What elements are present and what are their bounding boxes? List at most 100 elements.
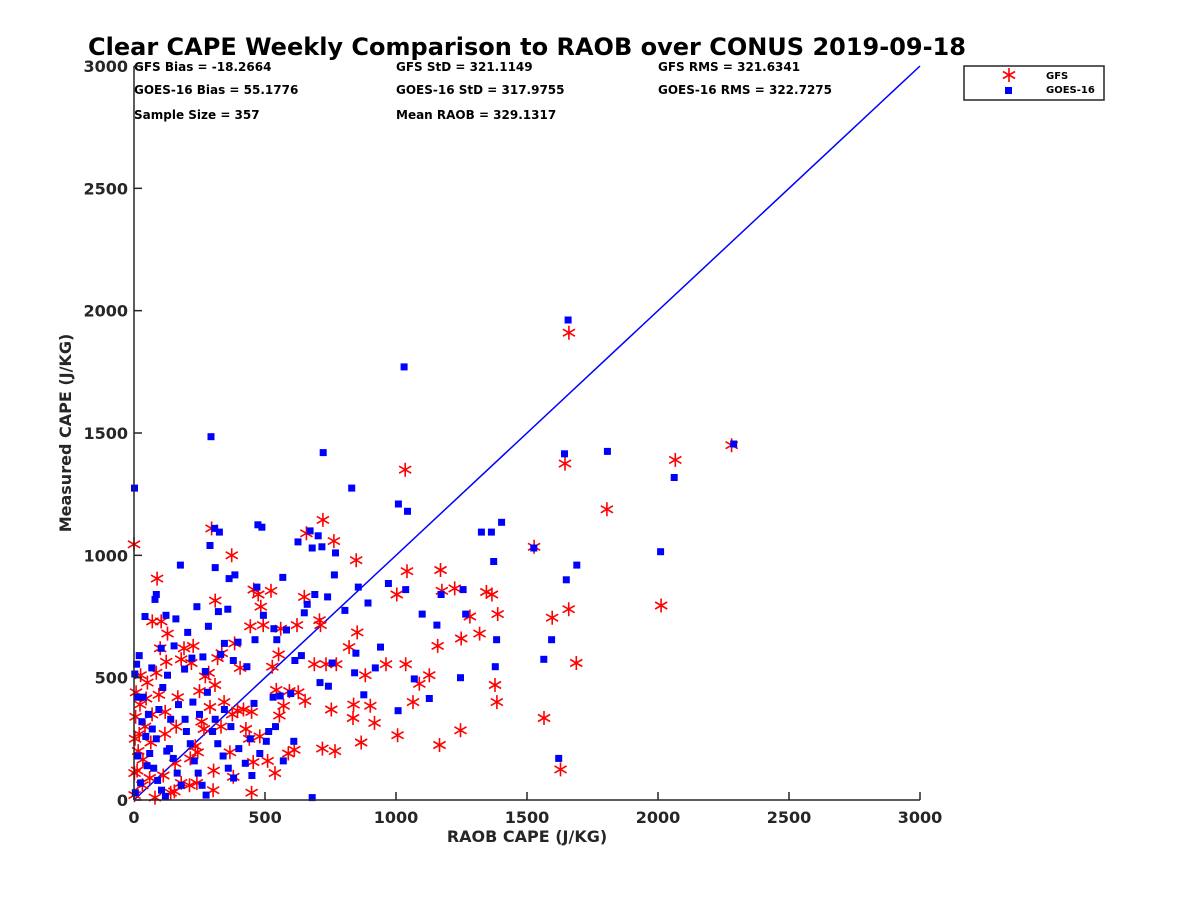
goes16-point [269, 693, 277, 701]
gfs-point [268, 766, 282, 781]
goes16-point [219, 752, 227, 760]
gfs-point [272, 647, 286, 662]
gfs-point [473, 626, 487, 641]
gfs-point [143, 771, 157, 785]
goes16-point [186, 740, 194, 748]
legend-gfs-label: GFS [1046, 71, 1068, 82]
stat-text: GOES-16 StD = 317.9755 [396, 83, 565, 97]
goes16-point [253, 583, 261, 591]
gfs-point [433, 738, 446, 752]
gfs-point [177, 641, 191, 656]
goes16-point [248, 772, 256, 779]
goes16-point [181, 665, 189, 673]
goes16-point [144, 710, 152, 718]
goes16-point [258, 523, 266, 531]
goes16-point [206, 542, 214, 549]
goes16-point [360, 691, 368, 699]
gfs-point [368, 715, 382, 730]
gfs-point [298, 693, 312, 708]
y-tick-label: 0 [117, 791, 128, 810]
goes16-point [250, 699, 258, 707]
x-tick-label: 2500 [767, 808, 812, 827]
goes16-point [230, 774, 238, 782]
goes16-point [246, 735, 254, 743]
goes16-point [730, 440, 738, 448]
gfs-point [668, 452, 682, 467]
goes16-point [154, 776, 162, 784]
gfs-point [169, 719, 183, 734]
goes16-point [348, 484, 356, 492]
goes16-point [137, 779, 145, 787]
x-tick-label: 0 [128, 808, 139, 827]
goes16-point [131, 670, 139, 678]
goes16-point [477, 528, 485, 536]
goes16-point [425, 695, 433, 702]
gfs-point [349, 553, 363, 568]
gfs-point [254, 599, 268, 614]
gfs-point [161, 626, 175, 641]
goes16-point [433, 621, 441, 629]
goes16-point [548, 636, 556, 644]
goes16-point [351, 669, 359, 677]
goes16-point [133, 660, 141, 668]
goes16-point [555, 754, 563, 762]
goes16-point [214, 608, 222, 616]
gfs-point [406, 695, 420, 710]
goes16-point [217, 650, 225, 658]
goes16-point [173, 769, 181, 777]
goes16-point [201, 668, 209, 675]
goes16-point [273, 636, 281, 644]
gfs-point [327, 534, 341, 549]
goes16-point [324, 682, 332, 690]
gfs-point [243, 619, 257, 634]
x-tick-label: 1500 [505, 808, 550, 827]
goes16-point [400, 363, 408, 371]
goes16-point [211, 715, 219, 723]
goes16-point [143, 762, 151, 770]
gfs-point [158, 726, 172, 741]
gfs-point [246, 755, 260, 770]
goes16-point [155, 706, 163, 713]
goes16-point [306, 527, 314, 535]
y-ticks: 0 500 1000 1500 2000 2500 3000 [83, 57, 142, 810]
goes16-point [176, 561, 184, 569]
gfs-point [391, 728, 405, 743]
gfs-point [231, 703, 244, 718]
y-tick-label: 2500 [83, 179, 128, 198]
x-axis-label: RAOB CAPE (J/KG) [447, 827, 607, 846]
y-tick-label: 1500 [83, 424, 128, 443]
gfs-point [422, 668, 436, 683]
goes16-point [243, 663, 251, 671]
goes16-point [196, 710, 203, 718]
goes16-point [190, 757, 198, 765]
goes16-point [283, 626, 290, 634]
gfs-point [654, 598, 668, 613]
goes16-point [227, 723, 235, 731]
gfs-point [448, 581, 462, 596]
y-tick-label: 500 [95, 669, 128, 688]
gfs-point [342, 640, 356, 655]
goes16-point [256, 750, 264, 757]
goes16-point [404, 507, 411, 515]
gfs-point [363, 698, 377, 713]
goes16-point [224, 764, 232, 772]
gfs-point [562, 325, 576, 340]
goes16-point [220, 639, 228, 647]
goes16-point [164, 671, 171, 679]
legend-gfs-marker [1002, 68, 1016, 82]
goes16-point [328, 659, 336, 667]
gfs-point [379, 657, 393, 672]
goes16-point [157, 644, 165, 652]
gfs-point [400, 564, 414, 579]
gfs-point [128, 731, 142, 746]
goes16-point [182, 728, 190, 735]
stats-block: GFS Bias = -18.2664 GFS StD = 321.1149 GFS… [134, 60, 832, 122]
gfs-point [140, 675, 154, 690]
gfs-point [313, 613, 326, 628]
legend-goes16-label: GOES-16 [1046, 85, 1095, 96]
goes16-point [207, 433, 215, 441]
gfs-point [398, 462, 412, 477]
goes16-point [308, 794, 316, 802]
goes16-point [158, 786, 165, 794]
